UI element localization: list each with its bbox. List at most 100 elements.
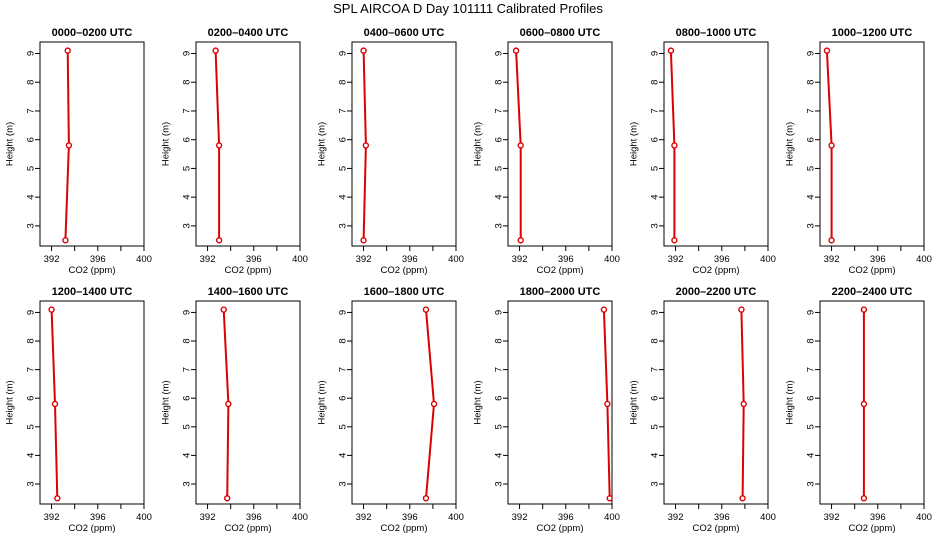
y-tick-label: 3 — [806, 481, 817, 486]
y-tick-label: 6 — [338, 396, 349, 401]
y-tick-label: 7 — [182, 367, 193, 372]
y-tick-label: 9 — [182, 51, 193, 56]
x-axis-label: CO2 (ppm) — [69, 265, 116, 276]
panel-5: 0800–1000 UTC 392 396 400 3 4 5 6 7 8 9 CO2 (ppm) He… — [629, 27, 776, 276]
y-tick-label: 4 — [494, 453, 505, 458]
y-tick-label: 4 — [650, 453, 661, 458]
x-tick-label: 400 — [916, 254, 932, 265]
x-axis-label: CO2 (ppm) — [537, 265, 584, 276]
panel-title: 0200–0400 UTC — [208, 27, 289, 39]
y-tick-label: 8 — [494, 80, 505, 85]
y-tick-label: 4 — [338, 195, 349, 200]
y-tick-label: 5 — [494, 166, 505, 171]
y-tick-label: 4 — [26, 453, 37, 458]
x-tick-label: 400 — [292, 512, 308, 523]
x-tick-label: 396 — [870, 254, 886, 265]
y-axis-label: Height (m) — [785, 122, 796, 166]
panel-9: 1600–1800 UTC 392 396 400 3 4 5 6 7 8 9 CO2 (ppm) He… — [317, 286, 464, 534]
x-tick-label: 396 — [90, 254, 106, 265]
x-tick-label: 392 — [200, 512, 216, 523]
y-tick-label: 9 — [494, 51, 505, 56]
y-tick-label: 9 — [650, 51, 661, 56]
y-tick-label: 7 — [338, 367, 349, 372]
y-tick-label: 8 — [806, 338, 817, 343]
data-point — [606, 495, 613, 502]
data-point — [215, 142, 223, 149]
data-point — [422, 306, 430, 313]
y-tick-label: 8 — [182, 338, 193, 343]
plot-frame — [507, 300, 613, 505]
x-tick-label: 392 — [824, 254, 840, 265]
data-point — [667, 47, 675, 54]
data-point — [604, 400, 611, 408]
x-axis-label: CO2 (ppm) — [225, 265, 272, 276]
data-point — [860, 400, 868, 408]
y-tick-label: 3 — [806, 223, 817, 228]
y-tick-label: 7 — [338, 108, 349, 113]
x-axis-label: CO2 (ppm) — [849, 265, 896, 276]
y-tick-label: 5 — [182, 424, 193, 429]
y-tick-label: 3 — [650, 481, 661, 486]
y-tick-label: 4 — [494, 195, 505, 200]
panel-2: 0200–0400 UTC 392 396 400 3 4 5 6 7 8 9 CO2 (ppm) He… — [161, 27, 308, 276]
y-tick-label: 7 — [494, 108, 505, 113]
data-point — [64, 47, 71, 54]
plot-frame — [39, 300, 145, 505]
data-point — [51, 400, 59, 408]
data-point — [212, 47, 219, 54]
y-tick-label: 8 — [338, 80, 349, 85]
y-tick-label: 8 — [494, 338, 505, 343]
data-point — [823, 47, 831, 54]
x-tick-label: 400 — [760, 512, 776, 523]
y-tick-label: 6 — [650, 137, 661, 142]
y-tick-label: 7 — [650, 108, 661, 113]
y-tick-label: 8 — [338, 338, 349, 343]
y-tick-label: 6 — [26, 137, 37, 142]
plot-frame — [819, 300, 925, 505]
x-tick-label: 396 — [714, 512, 730, 523]
y-tick-label: 6 — [650, 396, 661, 401]
y-tick-label: 7 — [494, 367, 505, 372]
panel-title: 0800–1000 UTC — [676, 27, 757, 39]
y-tick-label: 8 — [26, 80, 37, 85]
x-tick-label: 396 — [558, 254, 574, 265]
y-tick-label: 4 — [338, 453, 349, 458]
y-tick-label: 9 — [26, 310, 37, 315]
plot-frame — [507, 41, 613, 247]
data-point — [739, 495, 746, 502]
y-tick-label: 7 — [26, 367, 37, 372]
x-axis-label: CO2 (ppm) — [69, 523, 116, 534]
y-tick-label: 4 — [182, 195, 193, 200]
data-point — [671, 237, 678, 244]
data-point — [48, 306, 55, 313]
y-axis-label: Height (m) — [5, 380, 16, 424]
data-point — [362, 142, 370, 149]
plot-frame — [195, 300, 301, 505]
y-tick-label: 8 — [182, 80, 193, 85]
x-tick-label: 400 — [448, 512, 464, 523]
y-tick-label: 7 — [806, 367, 817, 372]
y-tick-label: 7 — [806, 108, 817, 113]
data-point — [360, 47, 367, 54]
y-tick-label: 5 — [338, 424, 349, 429]
x-tick-label: 396 — [90, 512, 106, 523]
panel-title: 1000–1200 UTC — [832, 27, 913, 39]
x-tick-label: 396 — [402, 254, 418, 265]
y-tick-label: 8 — [650, 80, 661, 85]
data-point — [65, 142, 73, 149]
y-tick-label: 5 — [494, 424, 505, 429]
y-tick-label: 5 — [26, 424, 37, 429]
y-tick-label: 6 — [338, 137, 349, 142]
x-tick-label: 400 — [292, 254, 308, 265]
x-tick-label: 392 — [668, 254, 684, 265]
data-point — [422, 495, 430, 502]
data-point — [860, 495, 868, 502]
plot-frame — [351, 300, 457, 505]
data-point — [360, 237, 367, 244]
y-axis-label: Height (m) — [161, 380, 172, 424]
data-point — [54, 495, 61, 502]
y-tick-label: 5 — [650, 424, 661, 429]
panel-title: 2200–2400 UTC — [832, 286, 913, 298]
x-tick-label: 396 — [870, 512, 886, 523]
y-tick-label: 9 — [338, 51, 349, 56]
